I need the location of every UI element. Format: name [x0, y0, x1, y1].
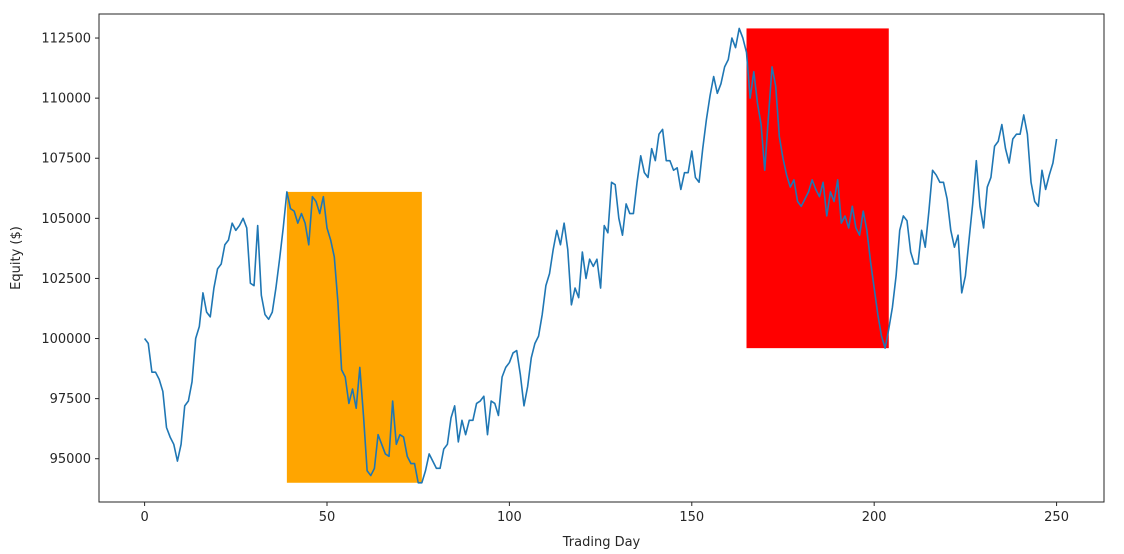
y-tick-label: 112500 — [41, 32, 91, 47]
highlight-regions — [286, 28, 889, 483]
plot-frame — [98, 13, 1105, 503]
x-tick-label: 0 — [140, 510, 148, 525]
y-tick-label: 105000 — [41, 212, 91, 227]
y-tick-label: 95000 — [50, 452, 91, 467]
y-tick-label: 110000 — [41, 92, 91, 107]
x-axis: 0 50 100 150 200 250 — [140, 502, 1069, 525]
x-tick-label: 150 — [679, 510, 704, 525]
y-axis-label: Equity ($) — [9, 226, 24, 290]
y-tick-label: 102500 — [41, 272, 91, 287]
x-tick-label: 200 — [862, 510, 887, 525]
x-tick-label: 50 — [319, 510, 336, 525]
x-tick-label: 250 — [1044, 510, 1069, 525]
y-tick-label: 107500 — [41, 152, 91, 167]
x-tick-label: 100 — [497, 510, 522, 525]
series-line-0 — [143, 27, 1058, 484]
x-axis-label: Trading Day — [562, 535, 641, 550]
series-group — [143, 27, 1058, 484]
y-tick-label: 100000 — [41, 332, 91, 347]
highlight-region-1 — [746, 28, 889, 349]
y-tick-label: 97500 — [50, 392, 91, 407]
y-axis: 95000 97500 100000 102500 105000 107500 110000… — [41, 32, 99, 467]
